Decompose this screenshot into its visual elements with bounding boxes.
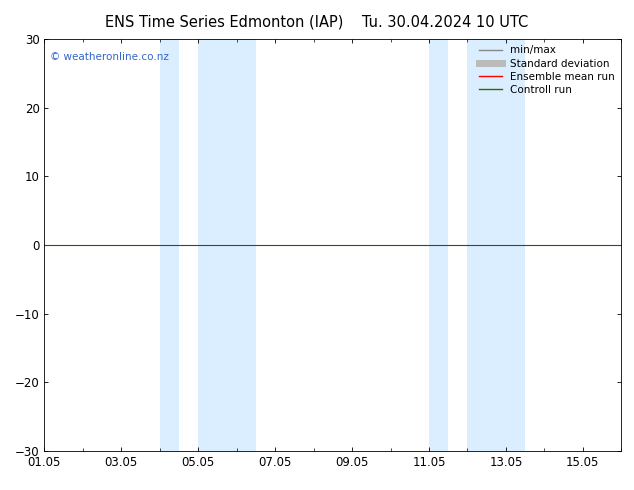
Text: ENS Time Series Edmonton (IAP)    Tu. 30.04.2024 10 UTC: ENS Time Series Edmonton (IAP) Tu. 30.04…	[105, 15, 529, 30]
Bar	[160, 39, 179, 451]
Bar	[198, 39, 256, 451]
Legend: min/max, Standard deviation, Ensemble mean run, Controll run: min/max, Standard deviation, Ensemble me…	[475, 41, 619, 99]
Bar	[429, 39, 448, 451]
Text: © weatheronline.co.nz: © weatheronline.co.nz	[50, 51, 169, 62]
Bar	[467, 39, 525, 451]
